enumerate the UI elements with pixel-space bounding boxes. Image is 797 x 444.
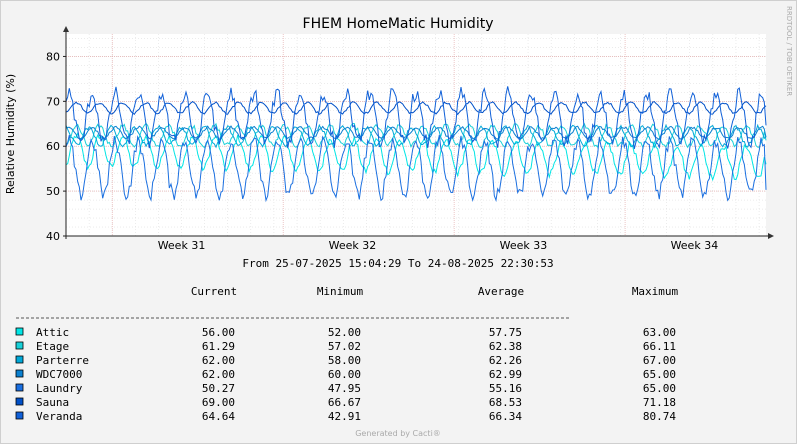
- y-tick-label: 50: [46, 185, 60, 198]
- legend-row-wdc7000: WDC7000 62.00 60.00 62.99 65.00: [15, 368, 676, 381]
- legend-name: WDC7000: [36, 368, 82, 381]
- legend-header-average: Average: [478, 285, 524, 298]
- legend-value: 61.29: [202, 340, 235, 353]
- legend-value: 66.11: [643, 340, 676, 353]
- series-line-parterre: [65, 123, 767, 149]
- legend-name: Etage: [36, 340, 69, 353]
- legend-name: Attic: [36, 326, 69, 339]
- legend-value: 58.00: [328, 354, 361, 367]
- series-lines: [65, 86, 767, 203]
- legend-name: Sauna: [36, 396, 69, 409]
- legend-value: 52.00: [328, 326, 361, 339]
- legend-value: 64.64: [202, 410, 235, 423]
- axes: [63, 26, 774, 239]
- legend-value: 65.00: [643, 368, 676, 381]
- legend-swatch: [15, 355, 24, 364]
- legend-name: Parterre: [36, 354, 89, 367]
- chart-title: FHEM HomeMatic Humidity: [303, 16, 494, 32]
- legend-value: 65.00: [643, 382, 676, 395]
- y-tick-label: 40: [46, 230, 60, 243]
- legend-header-maximum: Maximum: [632, 285, 679, 298]
- legend-value: 62.99: [489, 368, 522, 381]
- y-tick-label: 80: [46, 50, 60, 63]
- x-tick-labels: Week 31 Week 32 Week 33 Week 34: [158, 239, 719, 252]
- legend-value: 71.18: [643, 396, 676, 409]
- series-line-attic: [65, 131, 767, 182]
- legend-value: 62.00: [202, 368, 235, 381]
- legend-value: 69.00: [202, 396, 235, 409]
- legend-value: 63.00: [643, 326, 676, 339]
- legend-header: Current Minimum Average Maximum: [191, 285, 679, 298]
- legend-swatch: [15, 341, 24, 350]
- x-axis-arrow: [768, 233, 774, 239]
- legend-swatch: [15, 383, 24, 392]
- legend-header-minimum: Minimum: [317, 285, 364, 298]
- series-line-laundry: [65, 134, 767, 203]
- legend-value: 68.53: [489, 396, 522, 409]
- generated-by: Generated by Cacti®: [355, 429, 441, 438]
- y-axis-arrow: [63, 26, 69, 32]
- legend-value: 55.16: [489, 382, 522, 395]
- legend-value: 62.26: [489, 354, 522, 367]
- legend-swatch: [15, 369, 24, 378]
- plot-area: [66, 34, 766, 236]
- x-tick-label: Week 34: [671, 239, 719, 252]
- legend-value: 60.00: [328, 368, 361, 381]
- legend-row-laundry: Laundry 50.27 47.95 55.16 65.00: [15, 382, 676, 395]
- legend-value: 47.95: [328, 382, 361, 395]
- y-axis-label: Relative Humidity (%): [4, 74, 17, 194]
- legend-row-attic: Attic 56.00 52.00 57.75 63.00: [15, 326, 676, 339]
- series-line-veranda: [65, 86, 767, 150]
- legend-row-sauna: Sauna 69.00 66.67 68.53 71.18: [15, 396, 676, 409]
- x-tick-label: Week 32: [329, 239, 377, 252]
- legend-row-parterre: Parterre 62.00 58.00 62.26 67.00: [15, 354, 676, 367]
- legend-value: 67.00: [643, 354, 676, 367]
- legend-swatch: [15, 397, 24, 406]
- period-text: From 25-07-2025 15:04:29 To 24-08-2025 2…: [242, 257, 553, 270]
- legend-row-etage: Etage 61.29 57.02 62.38 66.11: [15, 340, 676, 353]
- legend-value: 62.38: [489, 340, 522, 353]
- x-tick-label: Week 33: [500, 239, 548, 252]
- legend-value: 66.67: [328, 396, 361, 409]
- y-tick-label: 70: [46, 95, 60, 108]
- legend-swatch: [15, 327, 24, 336]
- legend-header-current: Current: [191, 285, 237, 298]
- legend: Attic 56.00 52.00 57.75 63.00 Etage 61.29 57.02…: [15, 326, 676, 423]
- x-tick-label: Week 31: [158, 239, 206, 252]
- legend-value: 62.00: [202, 354, 235, 367]
- series-line-sauna: [65, 100, 767, 116]
- y-tick-labels: 40 50 60 70 80: [46, 50, 60, 243]
- legend-name: Veranda: [36, 410, 82, 423]
- legend-row-veranda: Veranda 64.64 42.91 66.34 80.74: [15, 410, 676, 423]
- series-line-wdc7000: [65, 125, 767, 141]
- legend-value: 56.00: [202, 326, 235, 339]
- y-tick-label: 60: [46, 140, 60, 153]
- legend-value: 57.02: [328, 340, 361, 353]
- legend-value: 66.34: [489, 410, 522, 423]
- legend-value: 57.75: [489, 326, 522, 339]
- legend-value: 42.91: [328, 410, 361, 423]
- legend-value: 80.74: [643, 410, 676, 423]
- legend-swatch: [15, 411, 24, 420]
- rrdtool-watermark: RRDTOOL / TOBI OETIKER: [785, 6, 793, 96]
- legend-value: 50.27: [202, 382, 235, 395]
- legend-name: Laundry: [36, 382, 83, 395]
